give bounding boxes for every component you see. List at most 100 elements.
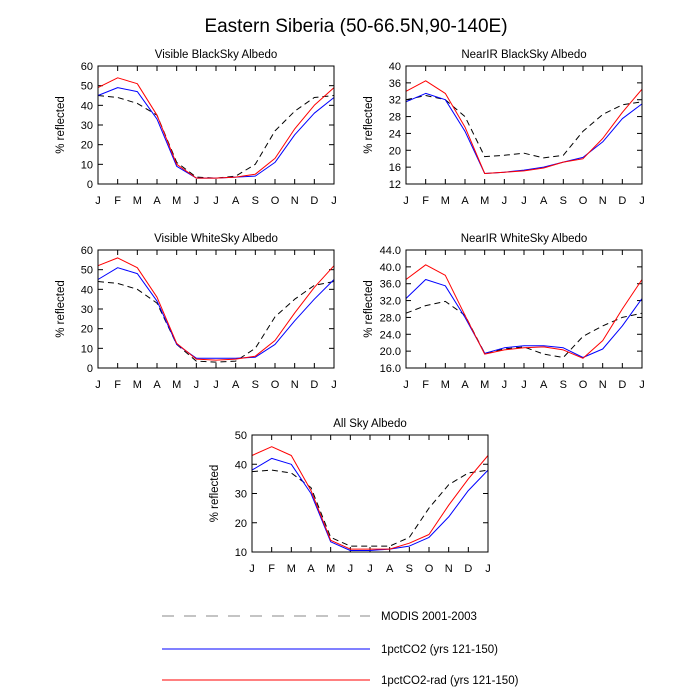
x-tick-label: M — [480, 379, 489, 391]
y-tick-label: 16.0 — [380, 363, 401, 375]
x-tick-label: O — [579, 195, 588, 207]
x-tick-label: A — [232, 195, 240, 207]
y-tick-label: 50 — [81, 265, 93, 277]
series-line-3 — [405, 80, 643, 174]
y-tick-label: 24 — [389, 128, 401, 140]
series-line-2 — [97, 87, 335, 179]
y-tick-label: 12 — [389, 179, 401, 191]
series-line-1 — [405, 95, 643, 159]
series-line-3 — [405, 264, 643, 359]
x-tick-label: J — [639, 379, 645, 391]
x-tick-label: J — [502, 379, 508, 391]
y-axis-label: % reflected — [363, 280, 375, 338]
x-tick-label: O — [271, 195, 280, 207]
panel-title: Visible BlackSky Albedo — [155, 49, 278, 61]
x-tick-label: O — [271, 379, 280, 391]
y-tick-label: 50 — [81, 81, 93, 93]
y-tick-label: 20 — [81, 324, 93, 336]
series-line-3 — [251, 446, 489, 550]
x-tick-label: N — [599, 195, 607, 207]
y-tick-label: 60 — [81, 245, 93, 257]
y-tick-label: 20 — [81, 140, 93, 152]
x-tick-label: S — [252, 195, 259, 207]
y-axis-label: % reflected — [209, 465, 221, 523]
y-tick-label: 32 — [389, 95, 401, 107]
y-tick-label: 40 — [389, 61, 401, 73]
x-tick-label: D — [310, 379, 318, 391]
series-line-1 — [97, 95, 335, 179]
y-tick-label: 24.0 — [380, 329, 401, 341]
x-tick-label: N — [599, 379, 607, 391]
x-tick-label: S — [560, 195, 567, 207]
series-line-3 — [97, 257, 335, 361]
figure-title: Eastern Siberia (50-66.5N,90-140E) — [204, 16, 507, 37]
x-tick-label: A — [153, 379, 161, 391]
x-tick-label: D — [618, 379, 626, 391]
x-tick-label: D — [310, 195, 318, 207]
y-tick-label: 40 — [81, 284, 93, 296]
y-tick-label: 10 — [81, 159, 93, 171]
x-tick-label: N — [291, 379, 299, 391]
chart-panel-4: NearIR WhiteSky Albedo 16.0 20.0 24.0 28.0 32… — [363, 233, 645, 391]
x-tick-label: S — [252, 379, 259, 391]
chart-panel-2: NearIR BlackSky Albedo 12 16 20 24 28 32 36 40 J F… — [363, 49, 645, 207]
x-tick-label: M — [287, 563, 296, 575]
plot-frame — [405, 65, 643, 185]
plot-frame — [251, 434, 489, 553]
series-line-2 — [405, 92, 643, 174]
x-tick-label: M — [441, 195, 450, 207]
x-tick-label: M — [480, 195, 489, 207]
x-tick-label: F — [422, 379, 429, 391]
x-tick-label: J — [403, 195, 409, 207]
y-tick-label: 10 — [81, 343, 93, 355]
x-tick-label: A — [461, 195, 469, 207]
x-tick-label: M — [172, 379, 181, 391]
panel-title: NearIR BlackSky Albedo — [461, 49, 586, 61]
y-tick-label: 60 — [81, 61, 93, 73]
x-tick-label: J — [194, 379, 200, 391]
x-tick-label: J — [521, 195, 527, 207]
x-tick-label: J — [403, 379, 409, 391]
x-tick-label: M — [441, 379, 450, 391]
x-tick-label: F — [114, 379, 121, 391]
x-tick-label: J — [249, 563, 255, 575]
series-line-3 — [97, 77, 335, 179]
legend-label-1: MODIS 2001-2003 — [381, 611, 477, 623]
x-tick-label: N — [291, 195, 299, 207]
y-axis-label: % reflected — [55, 280, 67, 338]
x-tick-label: F — [422, 195, 429, 207]
x-tick-label: A — [540, 195, 548, 207]
x-tick-label: S — [406, 563, 413, 575]
series-line-1 — [97, 281, 335, 363]
x-tick-label: J — [639, 195, 645, 207]
y-tick-label: 0 — [87, 363, 93, 375]
series-line-2 — [97, 267, 335, 359]
x-tick-label: D — [464, 563, 472, 575]
x-tick-label: J — [367, 563, 373, 575]
panel-title: Visible WhiteSky Albedo — [154, 233, 278, 245]
x-tick-label: J — [213, 379, 219, 391]
y-tick-label: 28.0 — [380, 312, 401, 324]
legend: MODIS 2001-2003 1pctCO2 (yrs 121-150) 1pct… — [162, 611, 519, 687]
x-tick-label: A — [232, 379, 240, 391]
x-tick-label: J — [95, 195, 101, 207]
plot-frame — [405, 249, 643, 369]
y-tick-label: 16 — [389, 162, 401, 174]
y-tick-label: 30 — [81, 120, 93, 132]
y-tick-label: 44.0 — [380, 245, 401, 257]
y-tick-label: 20 — [389, 145, 401, 157]
x-tick-label: O — [425, 563, 434, 575]
y-tick-label: 40 — [235, 459, 247, 471]
x-tick-label: J — [194, 195, 200, 207]
y-tick-label: 30 — [235, 489, 247, 501]
y-tick-label: 40 — [81, 100, 93, 112]
x-tick-label: J — [331, 195, 337, 207]
x-tick-label: J — [95, 379, 101, 391]
x-tick-label: A — [153, 195, 161, 207]
x-tick-label: D — [618, 195, 626, 207]
y-tick-label: 30 — [81, 304, 93, 316]
x-tick-label: M — [326, 563, 335, 575]
